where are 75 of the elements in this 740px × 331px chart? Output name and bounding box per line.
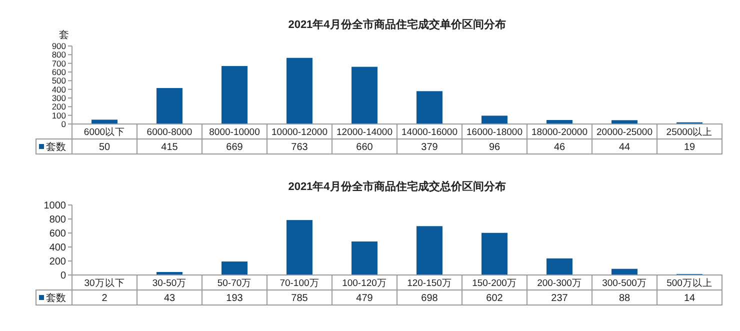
y-axis-title: 套 [59,29,69,41]
bar [286,220,312,275]
bar [482,116,508,124]
data-label: 660 [356,142,374,153]
y-tick-label: 400 [52,84,66,94]
bar [416,226,442,275]
legend-label: 套数 [46,292,66,304]
bar [286,58,312,124]
x-tick-label: 6000-8000 [146,127,192,138]
x-tick-label: 20000-25000 [596,127,652,138]
y-tick-label: 0 [60,270,66,282]
data-label: 50 [98,142,110,153]
bar [416,91,442,124]
chart-title: 2021年4月份全市商品住宅成交总价区间分布 [288,180,506,193]
bar [222,261,248,275]
data-label: 785 [291,293,308,304]
legend: 套数 [39,293,66,304]
y-tick-label: 100 [52,110,66,120]
y-tick-label: 500 [52,76,66,86]
x-tick-label: 16000-18000 [466,127,522,138]
bar [222,66,248,124]
x-tick-label: 150-200万 [472,278,517,289]
x-tick-label: 12000-14000 [336,127,392,138]
y-tick-label: 300 [52,92,66,103]
bar [352,66,378,124]
data-label: 669 [226,142,244,153]
data-label: 237 [551,293,568,304]
y-tick-label: 800 [52,50,66,60]
x-tick-label: 100-120万 [342,278,387,289]
legend-label: 套数 [46,141,66,153]
x-tick-label: 300-500万 [602,278,647,289]
data-label: 379 [421,142,438,153]
x-tick-label: 6000以下 [84,126,126,138]
y-tick-label: 600 [52,66,66,77]
y-tick-label: 1000 [44,200,66,212]
x-tick-label: 30万以下 [84,277,125,289]
x-tick-label: 50-70万 [217,278,252,289]
bar [352,241,378,275]
y-tick-label: 200 [52,102,66,112]
y-tick-label: 0 [61,118,66,129]
x-tick-label: 18000-20000 [532,127,588,138]
data-label: 602 [486,293,504,304]
y-tick-label: 400 [49,242,66,254]
x-tick-label: 14000-16000 [402,127,458,138]
y-tick-label: 800 [49,214,66,226]
bar [156,88,182,124]
data-label: 415 [161,142,178,153]
x-tick-label: 25000以上 [666,126,713,138]
data-label: 96 [488,142,500,153]
x-tick-label: 10000-12000 [272,127,328,138]
x-tick-label: 120-150万 [407,278,452,289]
x-tick-label: 70-100万 [280,278,320,289]
data-label: 88 [618,293,630,304]
y-tick-label: 600 [49,228,66,240]
legend: 套数 [39,142,66,153]
y-tick-label: 900 [52,40,66,51]
data-label: 2 [102,293,108,304]
x-tick-label: 8000-10000 [209,127,260,138]
x-tick-label: 30-50万 [152,278,187,289]
data-label: 193 [226,293,244,304]
bar [482,232,508,275]
data-label: 698 [421,293,438,304]
data-label: 763 [291,142,308,153]
data-label: 44 [618,142,630,153]
y-tick-label: 700 [52,58,66,68]
data-label: 19 [684,142,696,153]
bar [546,258,572,275]
x-tick-label: 500万以上 [666,277,712,289]
x-tick-label: 200-300万 [537,278,582,289]
data-label: 14 [684,293,696,304]
y-tick-label: 200 [49,256,66,268]
chart-title: 2021年4月份全市商品住宅成交单价区间分布 [288,18,506,31]
data-label: 479 [356,293,374,304]
data-label: 46 [554,142,566,153]
data-label: 43 [164,293,176,304]
